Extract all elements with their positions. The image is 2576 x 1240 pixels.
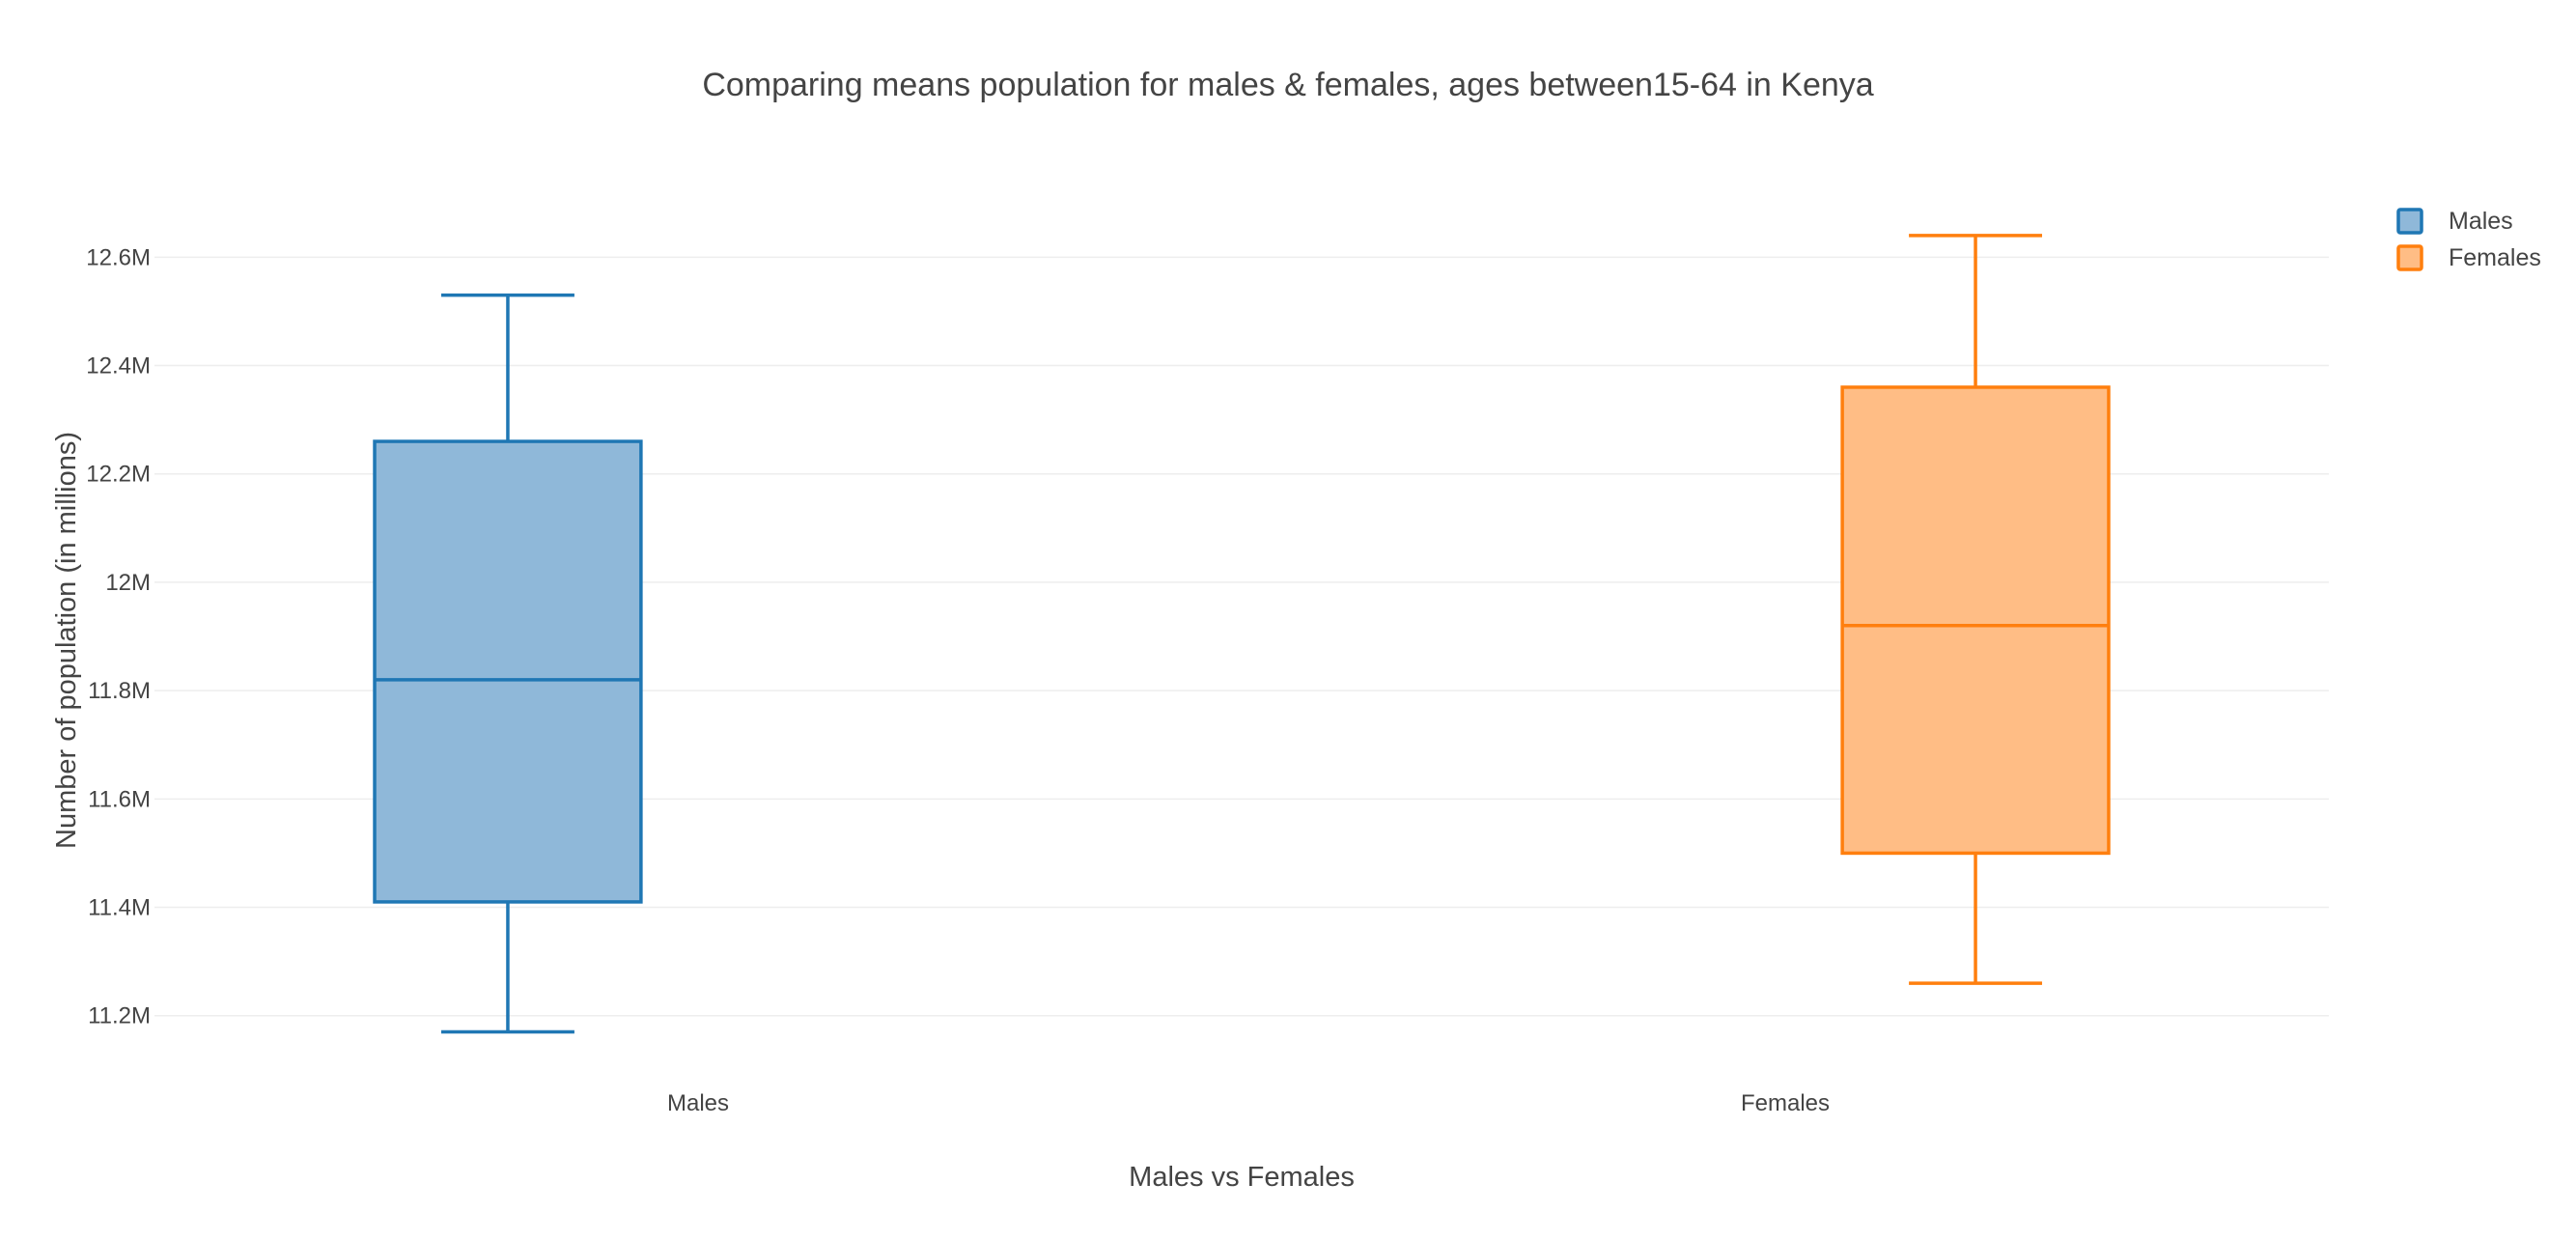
box-series xyxy=(373,234,2111,1034)
y-tick-label: 12M xyxy=(105,570,151,596)
chart-title: Comparing means population for males & f… xyxy=(702,67,1873,103)
y-tick-label: 11.4M xyxy=(88,895,151,921)
legend-swatch xyxy=(2396,244,2423,271)
box-iqr xyxy=(373,439,643,904)
legend-swatch xyxy=(2396,208,2423,235)
box-iqr xyxy=(1840,385,2111,856)
legend-label: Females xyxy=(2449,244,2541,271)
legend-item-males: Males xyxy=(2396,208,2513,235)
y-tick-label: 11.2M xyxy=(88,1003,151,1029)
x-tick-label: Females xyxy=(1741,1090,1830,1116)
y-tick-label: 12.2M xyxy=(86,462,151,488)
legend: Males Females xyxy=(2396,208,2541,271)
y-tick-label: 11.6M xyxy=(88,786,151,812)
box-males xyxy=(373,293,643,1034)
y-tick-label: 11.8M xyxy=(88,678,151,704)
y-axis-title: Number of population (in millions) xyxy=(51,432,82,849)
x-axis-title: Males vs Females xyxy=(1129,1162,1355,1193)
y-tick-label: 12.6M xyxy=(86,244,151,270)
x-tick-label: Males xyxy=(667,1090,729,1116)
legend-item-females: Females xyxy=(2396,244,2541,271)
y-tick-label: 12.4M xyxy=(86,353,151,380)
x-axis-tick-labels: Males Females xyxy=(667,1090,1830,1116)
legend-label: Males xyxy=(2449,208,2513,235)
y-axis-tick-labels: 11.2M 11.4M 11.6M 11.8M 12M 12.2M 12.4M 12.6M xyxy=(86,244,151,1029)
box-females xyxy=(1840,234,2111,985)
